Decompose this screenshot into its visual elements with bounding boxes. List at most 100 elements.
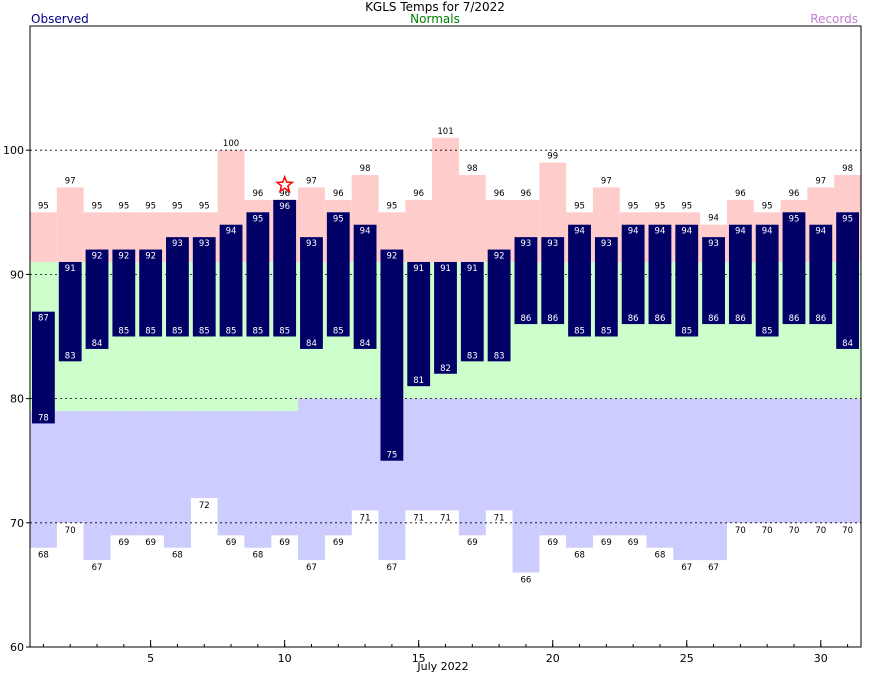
record-low-range-bar	[780, 398, 808, 523]
record-high-label: 98	[842, 164, 853, 174]
observed-low-label: 85	[681, 327, 692, 337]
record-low-range-bar	[619, 398, 647, 536]
record-high-label: 96	[494, 189, 505, 199]
observed-high-label: 94	[681, 227, 692, 237]
record-low-label: 71	[494, 513, 505, 523]
observed-high-label: 94	[762, 227, 773, 237]
record-low-label: 67	[386, 563, 397, 573]
observed-low-label: 84	[92, 339, 103, 349]
observed-low-label: 84	[360, 339, 371, 349]
record-low-range-bar	[512, 398, 540, 573]
record-low-range-bar	[458, 398, 486, 536]
record-high-label: 95	[92, 201, 103, 211]
observed-low-label: 86	[521, 314, 532, 324]
record-low-range-bar	[539, 398, 567, 536]
record-low-label: 71	[440, 513, 451, 523]
record-low-range-bar	[110, 411, 138, 536]
observed-high-label: 92	[92, 252, 103, 262]
record-low-label: 69	[547, 538, 558, 548]
observed-bar	[112, 249, 136, 337]
record-low-range-bar	[217, 411, 245, 536]
record-low-label: 68	[655, 551, 666, 561]
observed-high-label: 94	[815, 227, 826, 237]
record-low-label: 69	[145, 538, 156, 548]
observed-low-label: 85	[226, 327, 237, 337]
record-low-label: 68	[252, 551, 263, 561]
record-low-label: 69	[333, 538, 344, 548]
record-low-range-bar	[726, 398, 754, 523]
observed-bar	[568, 224, 591, 337]
observed-high-label: 92	[118, 252, 129, 262]
observed-high-label: 93	[199, 239, 210, 249]
observed-low-label: 86	[708, 314, 719, 324]
observed-bar	[246, 212, 270, 337]
observed-bar	[380, 249, 404, 461]
record-low-label: 68	[172, 551, 183, 561]
record-low-label: 68	[574, 551, 585, 561]
record-low-label: 71	[413, 513, 424, 523]
legend-observed: Observed	[31, 12, 89, 26]
observed-bar	[755, 224, 779, 337]
record-low-label: 70	[762, 526, 773, 536]
record-high-label: 99	[547, 152, 558, 162]
observed-bar	[166, 237, 189, 337]
record-high-label: 94	[708, 214, 719, 224]
record-high-label: 96	[333, 189, 344, 199]
record-low-label: 66	[521, 575, 532, 585]
record-high-label: 95	[145, 201, 156, 211]
record-low-label: 70	[65, 526, 76, 536]
record-low-label: 69	[628, 538, 639, 548]
observed-bar	[702, 237, 725, 325]
observed-high-label: 93	[708, 239, 719, 249]
y-tick-label: 70	[10, 517, 24, 530]
record-high-label: 95	[199, 201, 210, 211]
record-high-label: 96	[735, 189, 746, 199]
observed-low-label: 78	[38, 413, 49, 423]
observed-low-label: 86	[655, 314, 666, 324]
observed-bar	[273, 199, 297, 337]
record-high-label: 97	[601, 176, 612, 186]
record-high-label: 97	[815, 176, 826, 186]
chart-title: KGLS Temps for 7/2022	[365, 0, 505, 14]
record-low-label: 69	[467, 538, 478, 548]
record-high-label: 95	[574, 201, 585, 211]
observed-high-label: 93	[547, 239, 558, 249]
record-low-label: 69	[226, 538, 237, 548]
record-high-label: 97	[65, 176, 76, 186]
record-high-label: 98	[467, 164, 478, 174]
record-low-label: 67	[708, 563, 719, 573]
observed-bar	[300, 237, 323, 349]
observed-low-label: 84	[842, 339, 853, 349]
observed-low-label: 83	[467, 351, 478, 361]
legend-normals: Normals	[410, 12, 460, 26]
observed-low-label: 85	[333, 327, 344, 337]
observed-high-label: 95	[789, 214, 800, 224]
record-low-range-bar	[190, 411, 218, 498]
y-tick-label: 90	[10, 268, 24, 281]
observed-high-label: 92	[145, 252, 156, 262]
y-tick-label: 60	[10, 641, 24, 654]
record-low-range-bar	[164, 411, 191, 548]
observed-bar	[782, 212, 806, 325]
observed-low-label: 86	[735, 314, 746, 324]
observed-low-label: 86	[547, 314, 558, 324]
observed-low-label: 85	[574, 327, 585, 337]
record-low-range-bar	[485, 398, 513, 511]
observed-bar	[675, 224, 699, 337]
record-low-range-bar	[351, 398, 379, 511]
record-low-label: 68	[38, 551, 49, 561]
x-tick-label: 20	[546, 652, 560, 665]
observed-bar	[219, 224, 243, 337]
observed-low-label: 85	[118, 327, 129, 337]
record-low-range-bar	[834, 398, 861, 523]
observed-bar	[58, 261, 82, 362]
record-high-label: 98	[360, 164, 371, 174]
record-low-range-bar	[30, 411, 57, 548]
observed-bar	[728, 224, 752, 325]
observed-low-label: 81	[413, 376, 424, 386]
record-low-label: 67	[681, 563, 692, 573]
observed-bar	[407, 261, 431, 387]
record-low-label: 69	[279, 538, 290, 548]
record-high-label: 95	[655, 201, 666, 211]
